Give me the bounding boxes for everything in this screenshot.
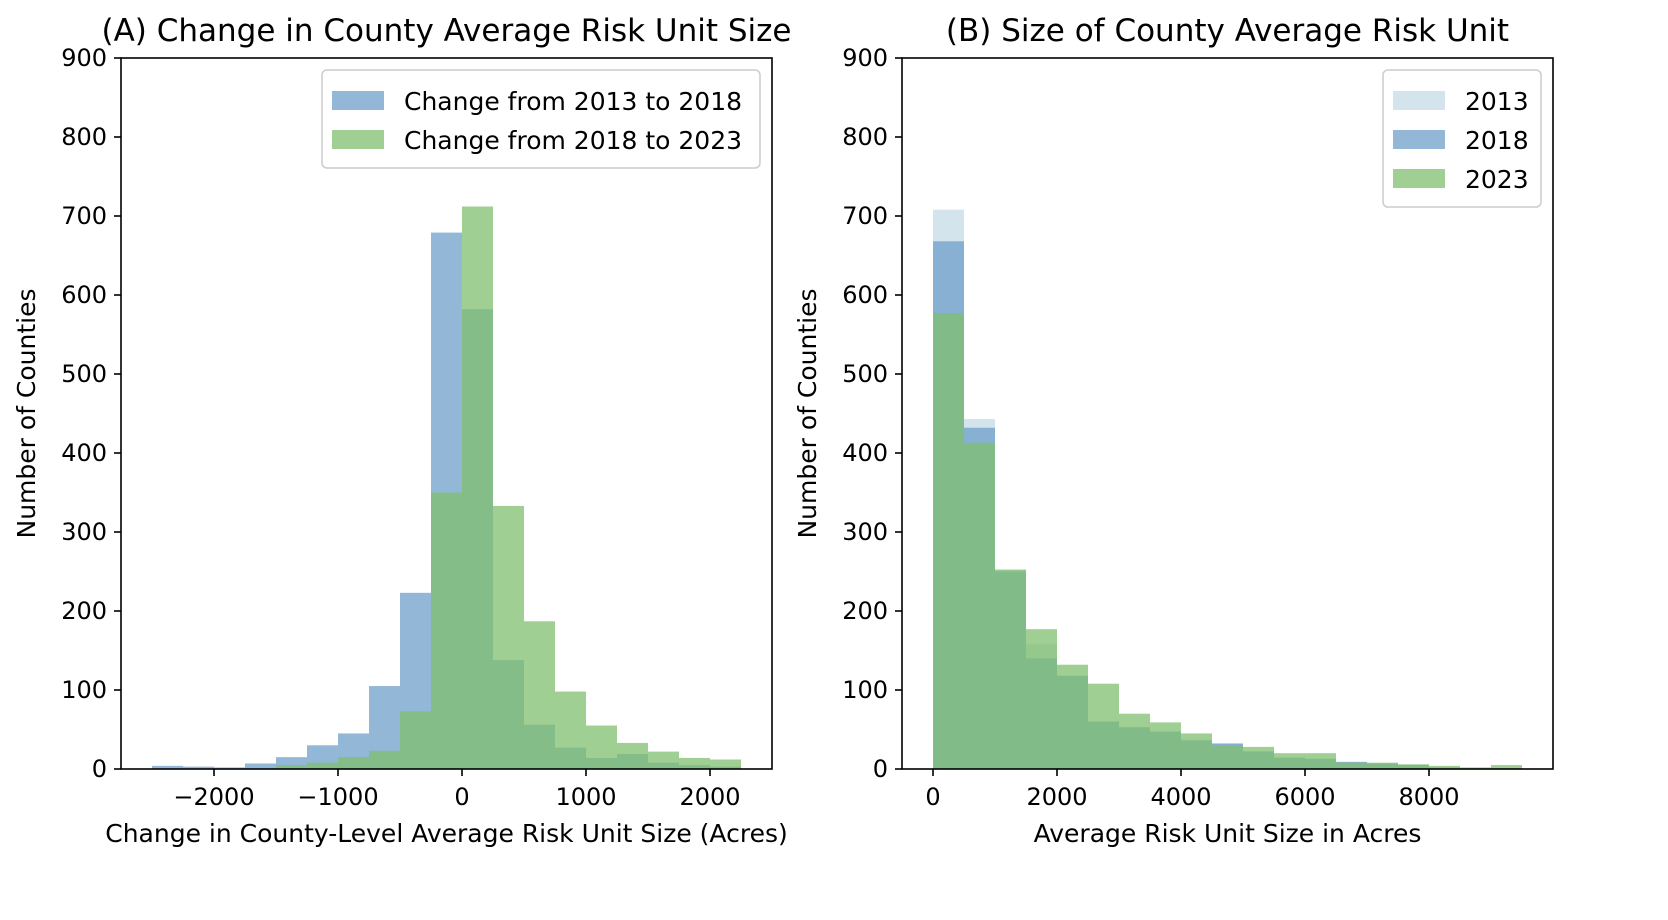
- panel-0-y-tick-label-1: 100: [61, 676, 107, 704]
- panel-1-series-2-bar-3: [1026, 629, 1057, 769]
- panel-0-x-tick-label-0: −2000: [173, 783, 254, 811]
- panel-0-x-tick-label-1: −1000: [297, 783, 378, 811]
- panel-1-y-tick-label-8: 800: [842, 123, 888, 151]
- panel-0-series-1-bar-2: [338, 757, 369, 769]
- panel-1-legend-label-1: 2018: [1465, 126, 1529, 155]
- panel-1-x-tick-label-4: 8000: [1398, 783, 1459, 811]
- panel-a: (A) Change in County Average Risk Unit S…: [12, 13, 792, 848]
- panel-0-series-1-bar-7: [493, 505, 524, 769]
- panel-1-x-tick-label-2: 4000: [1150, 783, 1211, 811]
- panel-b-x-axis-label: Average Risk Unit Size in Acres: [1034, 819, 1422, 848]
- panel-1-y-tick-label-3: 300: [842, 518, 888, 546]
- panel-0-legend-swatch-1: [332, 130, 384, 149]
- panel-1-series-2-bar-5: [1088, 683, 1119, 769]
- panel-1-legend-label-2: 2023: [1465, 165, 1529, 194]
- panel-0-y-tick-label-3: 300: [61, 518, 107, 546]
- panel-0-series-1: [276, 206, 741, 769]
- panel-0-series-1-bar-1: [307, 762, 338, 769]
- panel-1-y-tick-label-7: 700: [842, 202, 888, 230]
- panel-b-ticks: 0 100 200 300 400 500 600 700 800 900 0 2000 4000 600…: [842, 44, 1459, 811]
- panel-0-legend-label-0: Change from 2013 to 2018: [404, 87, 742, 116]
- panel-0-y-tick-label-0: 0: [92, 755, 107, 783]
- panel-1-x-tick-label-1: 2000: [1026, 783, 1087, 811]
- panel-1-x-tick-label-3: 6000: [1274, 783, 1335, 811]
- panel-a-bars: [152, 206, 741, 770]
- panel-0-series-1-bar-10: [586, 725, 617, 769]
- panel-0-y-tick-label-9: 900: [61, 44, 107, 72]
- panel-1-y-tick-label-4: 400: [842, 439, 888, 467]
- panel-0-x-tick-label-3: 1000: [555, 783, 616, 811]
- panel-0-series-1-bar-4: [400, 711, 431, 769]
- panel-0-series-1-bar-8: [524, 621, 555, 769]
- panel-0-y-tick-label-5: 500: [61, 360, 107, 388]
- panel-0-series-1-bar-5: [431, 492, 462, 769]
- panel-0-series-1-bar-11: [617, 742, 648, 769]
- panel-1-y-tick-label-5: 500: [842, 360, 888, 388]
- panel-0-series-0-bar-3: [245, 763, 276, 769]
- panel-0-series-1-bar-9: [555, 691, 586, 769]
- panel-0-series-0-bar-4: [276, 757, 307, 769]
- panel-a-x-axis-label: Change in County-Level Average Risk Unit…: [105, 819, 787, 848]
- panel-1-series-2-bar-12: [1305, 753, 1336, 769]
- panel-1-series-2-bar-2: [995, 569, 1026, 769]
- panel-a-legend: Change from 2013 to 2018 Change from 2018…: [321, 69, 761, 169]
- panel-0-y-tick-label-8: 800: [61, 123, 107, 151]
- panel-0-legend-label-1: Change from 2018 to 2023: [404, 126, 742, 155]
- panel-1-series-2-bar-6: [1119, 713, 1150, 769]
- panel-1-y-tick-label-0: 0: [873, 755, 888, 783]
- panel-b-bars: [933, 209, 1522, 769]
- panel-b-y-axis-label: Number of Counties: [793, 288, 822, 538]
- panel-1-series-2-bar-18: [1491, 765, 1522, 769]
- panel-1-series-2-bar-16: [1429, 765, 1460, 769]
- panel-1-series-2-bar-7: [1150, 722, 1181, 769]
- panel-0-series-1-bar-3: [369, 750, 400, 769]
- panel-1-series-2-bar-1: [964, 442, 995, 769]
- panel-1-series-2-bar-9: [1212, 745, 1243, 769]
- panel-0-x-tick-label-2: 0: [454, 783, 469, 811]
- panel-1-series-2-bar-15: [1398, 764, 1429, 769]
- panel-b-legend: 2013 2018 2023: [1382, 69, 1542, 208]
- panel-a-y-axis-label: Number of Counties: [12, 288, 41, 538]
- panel-0-series-1-bar-6: [462, 206, 493, 769]
- panel-1-series-2-bar-0: [933, 313, 964, 769]
- panel-b: (B) Size of County Average Risk Unit Ave…: [793, 13, 1554, 848]
- panel-0-y-tick-label-7: 700: [61, 202, 107, 230]
- panel-1-legend-swatch-0: [1393, 91, 1445, 110]
- panel-1-series-2-bar-13: [1336, 762, 1367, 769]
- panel-1-legend-swatch-2: [1393, 169, 1445, 188]
- panel-0-series-1-bar-12: [648, 751, 679, 769]
- panel-0-series-0-bar-1: [183, 766, 214, 769]
- panel-1-series-2-bar-4: [1057, 664, 1088, 769]
- panel-0-y-tick-label-6: 600: [61, 281, 107, 309]
- panel-0-series-0-bar-0: [152, 765, 183, 769]
- panel-0-series-1-bar-13: [679, 757, 710, 769]
- panel-1-y-tick-label-6: 600: [842, 281, 888, 309]
- panel-1-series-2: [933, 313, 1522, 769]
- panel-1-y-tick-label-9: 900: [842, 44, 888, 72]
- panel-1-x-tick-label-0: 0: [925, 783, 940, 811]
- panel-a-ticks: 0 100 200 300 400 500 600 700 800 900 −2000 −1000 0 1…: [61, 44, 740, 811]
- panel-1-y-tick-label-2: 200: [842, 597, 888, 625]
- panel-0-legend-box: [321, 69, 761, 169]
- panel-1-y-tick-label-1: 100: [842, 676, 888, 704]
- panel-b-axes-frame: [901, 57, 1554, 770]
- panel-0-legend-swatch-0: [332, 91, 384, 110]
- panel-1-legend-label-0: 2013: [1465, 87, 1529, 116]
- panel-1-series-2-bar-11: [1274, 753, 1305, 769]
- panel-1-legend-swatch-1: [1393, 130, 1445, 149]
- panel-0-x-tick-label-4: 2000: [679, 783, 740, 811]
- panel-b-title: (B) Size of County Average Risk Unit: [946, 13, 1509, 49]
- panel-0-y-tick-label-2: 200: [61, 597, 107, 625]
- panel-a-title: (A) Change in County Average Risk Unit S…: [101, 13, 791, 49]
- panel-1-series-2-bar-10: [1243, 746, 1274, 769]
- panel-0-series-1-bar-14: [710, 759, 741, 769]
- panel-1-series-2-bar-14: [1367, 762, 1398, 769]
- panel-0-series-1-bar-0: [276, 765, 307, 769]
- panel-1-series-2-bar-8: [1181, 733, 1212, 769]
- panel-0-y-tick-label-4: 400: [61, 439, 107, 467]
- panel-a-axes-frame: [120, 57, 773, 770]
